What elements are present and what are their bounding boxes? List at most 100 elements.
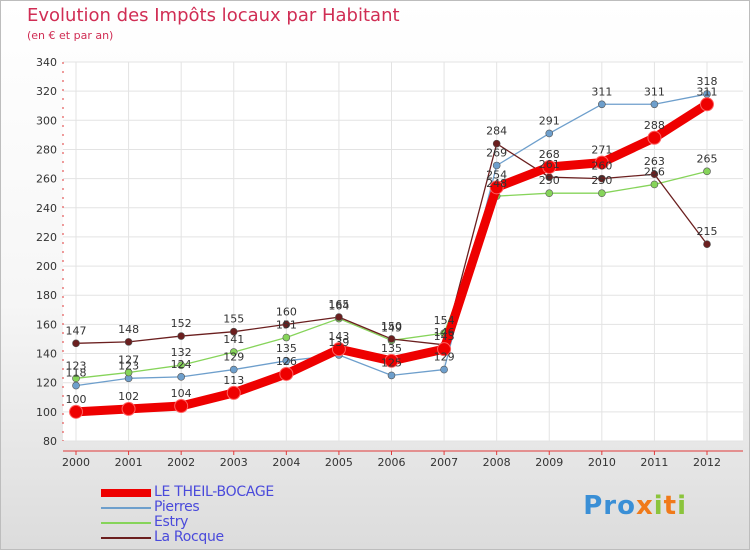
x-tick-label: 2010: [588, 456, 616, 469]
data-point: [384, 353, 399, 368]
data-point: [545, 129, 554, 138]
data-point: [226, 385, 241, 400]
data-label: 254: [486, 168, 507, 181]
data-point: [177, 361, 185, 370]
chart-legend: LE THEIL-BOCAGE Pierres Estry La Rocque: [101, 485, 274, 545]
data-point: [492, 161, 501, 170]
data-point: [72, 381, 80, 390]
data-point: [542, 159, 557, 174]
legend-swatch: [101, 521, 151, 524]
data-label: 113: [223, 374, 244, 387]
data-label: 165: [328, 298, 349, 311]
data-point: [387, 371, 396, 380]
x-tick-label: 2002: [167, 456, 195, 469]
data-point: [703, 240, 711, 249]
data-label: 100: [66, 393, 87, 406]
chart-title: Evolution des Impôts locaux par Habitant: [27, 5, 400, 26]
y-tick-label: 200: [36, 260, 57, 273]
data-point: [72, 339, 80, 348]
y-tick-label: 320: [36, 85, 57, 98]
data-label: 155: [223, 313, 244, 326]
data-label: 160: [276, 305, 297, 318]
data-label: 123: [118, 359, 139, 372]
data-point: [598, 174, 606, 183]
x-tick-label: 2008: [483, 456, 511, 469]
x-tick-label: 2009: [535, 456, 563, 469]
data-point: [282, 320, 291, 329]
data-label: 284: [486, 125, 507, 138]
data-point: [69, 404, 83, 419]
data-point: [229, 348, 238, 356]
data-point: [229, 327, 238, 336]
y-tick-label: 140: [36, 348, 57, 361]
data-label: 288: [644, 119, 665, 132]
legend-swatch: [101, 488, 151, 497]
legend-item: Pierres: [101, 500, 274, 515]
data-label: 141: [223, 333, 244, 346]
data-point: [440, 365, 448, 374]
data-point: [72, 374, 80, 383]
data-label: 104: [171, 387, 192, 400]
legend-label: La Rocque: [154, 529, 224, 545]
data-point: [229, 365, 238, 374]
data-label: 164: [328, 300, 349, 313]
data-label: 132: [171, 346, 192, 359]
data-label: 248: [486, 177, 507, 190]
data-label: 269: [486, 146, 507, 159]
y-tick-label: 240: [36, 202, 57, 215]
data-point: [647, 130, 662, 145]
data-label: 150: [381, 320, 402, 333]
x-tick-label: 2003: [220, 456, 248, 469]
x-tick-label: 2012: [693, 456, 721, 469]
data-label: 125: [381, 356, 402, 369]
data-point: [492, 139, 501, 148]
data-label: 135: [276, 342, 297, 355]
series-le-theil-bocage: [69, 97, 714, 419]
y-tick-label: 120: [36, 377, 57, 390]
data-label: 265: [697, 152, 718, 165]
data-point: [279, 366, 294, 381]
plot-area: [63, 62, 743, 441]
data-point: [177, 373, 185, 381]
data-label: 250: [591, 174, 612, 187]
data-label: 127: [118, 353, 139, 366]
data-point: [282, 357, 291, 365]
data-label: 129: [434, 351, 455, 364]
x-tick-label: 2011: [640, 456, 668, 469]
data-point: [437, 342, 452, 357]
data-point: [282, 333, 291, 342]
data-label: 311: [644, 85, 665, 98]
data-point: [598, 189, 606, 197]
legend-item: LE THEIL-BOCAGE: [101, 485, 274, 500]
data-point: [650, 170, 659, 179]
data-label: 148: [118, 323, 139, 336]
data-point: [650, 180, 659, 189]
y-tick-label: 340: [36, 56, 57, 69]
x-tick-label: 2004: [272, 456, 300, 469]
data-label: 256: [644, 165, 665, 178]
data-label: 143: [328, 330, 349, 343]
data-label: 124: [171, 358, 192, 371]
data-label: 139: [328, 336, 349, 349]
data-label: 311: [697, 85, 718, 98]
legend-swatch: [101, 506, 151, 509]
legend-item: La Rocque: [101, 530, 274, 545]
chart-subtitle: (en € et par an): [27, 29, 114, 42]
data-point: [121, 401, 136, 416]
data-point: [650, 100, 659, 109]
data-label: 152: [171, 317, 192, 330]
data-label: 215: [697, 225, 718, 238]
data-point: [387, 335, 396, 343]
data-point: [124, 338, 133, 346]
y-tick-label: 260: [36, 173, 57, 186]
data-point: [174, 399, 189, 414]
y-tick-label: 220: [36, 231, 57, 244]
data-label: 151: [276, 319, 297, 332]
data-label: 123: [66, 359, 87, 372]
data-label: 154: [434, 314, 455, 327]
data-label: 311: [591, 85, 612, 98]
legend-swatch: [101, 536, 151, 539]
data-point: [335, 313, 343, 321]
